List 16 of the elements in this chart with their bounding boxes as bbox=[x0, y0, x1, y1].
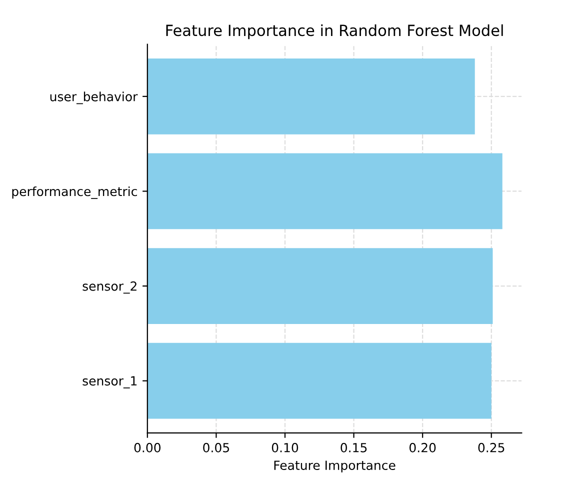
bar bbox=[147, 58, 475, 134]
bar bbox=[147, 248, 493, 324]
chart-title: Feature Importance in Random Forest Model bbox=[166, 24, 503, 40]
x-tick-label: 0.00 bbox=[134, 442, 161, 452]
x-tick-label: 0.05 bbox=[203, 442, 230, 452]
y-tick-label: performance_metric bbox=[12, 186, 137, 199]
x-tick-label: 0.25 bbox=[478, 442, 504, 452]
y-tick-label: sensor_1 bbox=[82, 376, 137, 388]
x-tick-label: 0.20 bbox=[409, 442, 436, 452]
bar bbox=[147, 153, 502, 230]
y-tick-label: sensor_2 bbox=[82, 281, 136, 294]
y-tick-label: user_behavior bbox=[50, 92, 138, 104]
bar bbox=[147, 342, 492, 419]
x-tick-label: 0.10 bbox=[272, 442, 298, 452]
x-tick-label: 0.15 bbox=[340, 442, 367, 452]
x-axis-title: Feature Importance bbox=[274, 460, 396, 472]
